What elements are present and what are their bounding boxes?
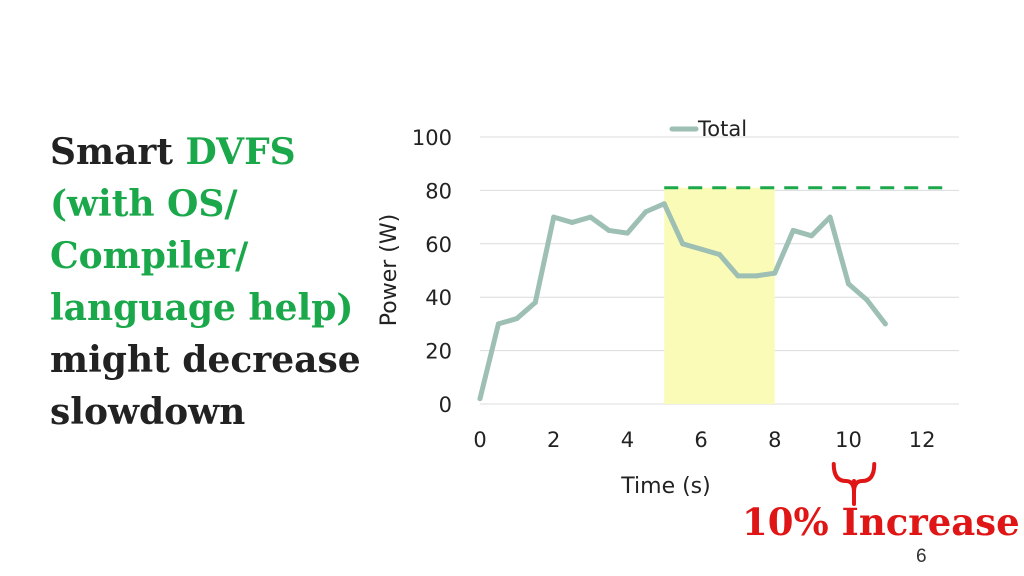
legend-label: Total: [697, 117, 747, 141]
data-point: [680, 241, 686, 247]
y-tick-label: 100: [412, 126, 452, 150]
headline-line: Smart DVFS: [50, 126, 370, 178]
headline-line: (with OS/: [50, 178, 370, 230]
y-tick-label: 0: [439, 393, 452, 417]
headline-line: slowdown: [50, 386, 370, 438]
page-number: 6: [916, 546, 927, 567]
x-axis-title: Time (s): [620, 474, 710, 499]
headline: Smart DVFS (with OS/Compiler/language hel…: [50, 126, 370, 438]
x-tick-label: 2: [547, 428, 560, 452]
headline-segment: (with OS/: [50, 183, 238, 225]
data-point: [845, 281, 851, 287]
data-point: [753, 273, 759, 279]
data-point: [735, 273, 741, 279]
headline-line: Compiler/: [50, 230, 370, 282]
y-tick-label: 80: [425, 179, 452, 203]
x-tick-label: 12: [909, 428, 936, 452]
x-tick-label: 6: [694, 428, 707, 452]
headline-segment: DVFS: [185, 131, 296, 173]
data-point: [588, 214, 594, 220]
data-point: [882, 321, 888, 327]
headline-segment: Compiler/: [50, 235, 249, 277]
increase-annotation: 10% Increase: [742, 500, 1020, 544]
highlight-band: [664, 187, 775, 404]
data-point: [643, 209, 649, 215]
headline-line: might decrease: [50, 334, 370, 386]
data-point: [790, 227, 796, 233]
data-point: [827, 214, 833, 220]
data-point: [698, 246, 704, 252]
x-tick-label: 10: [835, 428, 862, 452]
headline-segment: might decrease: [50, 339, 361, 381]
data-point: [477, 396, 483, 402]
x-tick-label: 8: [768, 428, 781, 452]
data-point: [624, 230, 630, 236]
y-tick-label: 60: [425, 233, 452, 257]
y-tick-label: 20: [425, 340, 452, 364]
data-point: [532, 300, 538, 306]
data-point: [772, 270, 778, 276]
y-axis-title: Power (W): [377, 214, 402, 326]
headline-line: language help): [50, 282, 370, 334]
headline-segment: Smart: [50, 131, 186, 173]
data-point: [514, 316, 520, 322]
data-point: [717, 251, 722, 257]
y-tick-label: 40: [425, 286, 452, 310]
data-point: [809, 233, 815, 239]
headline-segment: slowdown: [50, 391, 246, 433]
headline-segment: language help): [50, 287, 354, 329]
data-point: [569, 219, 575, 225]
data-point: [551, 214, 557, 220]
x-tick-label: 4: [621, 428, 634, 452]
data-point: [606, 227, 612, 233]
data-point: [495, 321, 501, 327]
data-point: [661, 201, 667, 207]
x-tick-label: 0: [473, 428, 486, 452]
data-point: [864, 297, 870, 303]
